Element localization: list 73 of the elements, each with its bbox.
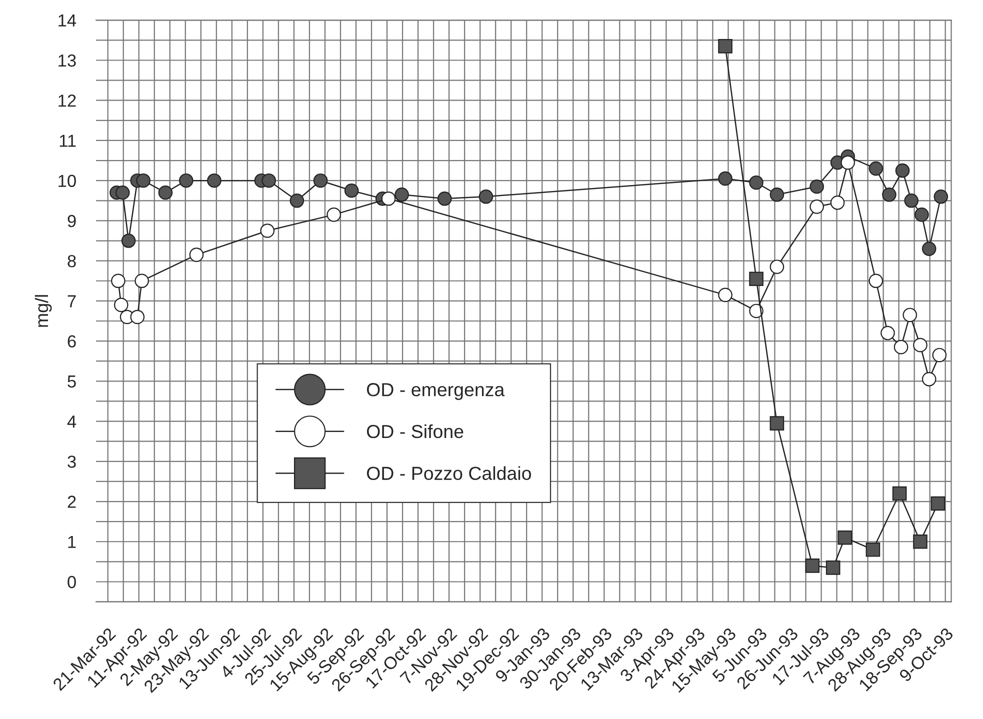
point [178,173,194,188]
point [207,173,222,188]
point [158,185,173,200]
point [826,560,840,575]
point [838,530,852,545]
point [868,274,884,288]
point [922,372,936,386]
y-axis-title: mg/l [34,295,52,327]
y-tick-label: 10 [58,174,76,188]
y-tick-label: 11 [60,134,76,147]
point [913,534,928,549]
y-tick-label: 1 [68,536,76,548]
point [394,187,409,202]
y-tick-label: 13 [58,54,76,67]
legend-label: OD - Sifone [366,424,464,438]
point [922,242,936,256]
point [189,248,204,262]
y-tick-label: 9 [68,214,76,228]
point [478,189,494,204]
y-tick-label: 3 [68,456,76,468]
point [381,191,396,206]
point [904,194,919,208]
point [111,274,126,288]
point [770,260,784,274]
point [313,173,328,188]
legend-label: OD - emergenza [366,383,505,400]
point [718,288,732,302]
point [749,175,764,190]
y-tick-label: 2 [68,496,76,508]
point [866,542,880,557]
point [882,187,896,202]
point [718,39,732,54]
point [326,208,341,222]
point [880,326,895,340]
point [718,171,732,186]
y-tick-label: 7 [68,295,76,308]
point [121,234,136,248]
point [749,304,764,318]
point [770,416,784,430]
point [260,224,275,238]
point [749,272,764,286]
point [810,200,824,214]
y-tick-label: 14 [58,14,76,26]
point [895,163,910,178]
y-tick-label: 4 [67,416,76,428]
legend-label: OD - Pozzo Caldaio [366,466,531,480]
point [840,155,856,170]
point [894,340,908,354]
point [114,298,128,312]
point [134,274,149,288]
point [115,185,130,200]
point [934,189,948,204]
point [262,173,276,188]
point [892,486,907,501]
point [913,338,928,352]
point [344,183,359,198]
point [136,173,150,188]
point [437,191,452,206]
point [810,179,824,194]
y-tick-label: 0 [68,576,76,588]
point [930,496,946,511]
y-tick-label: 8 [68,254,76,268]
point [130,310,145,324]
point [914,208,929,222]
point [290,194,304,208]
y-tick-label: 5 [68,376,76,388]
point [770,187,784,202]
point [830,196,845,210]
point [868,161,884,176]
point [902,308,918,322]
point [805,558,820,573]
y-tick-label: 12 [58,94,76,107]
y-tick-label: 6 [68,335,76,348]
